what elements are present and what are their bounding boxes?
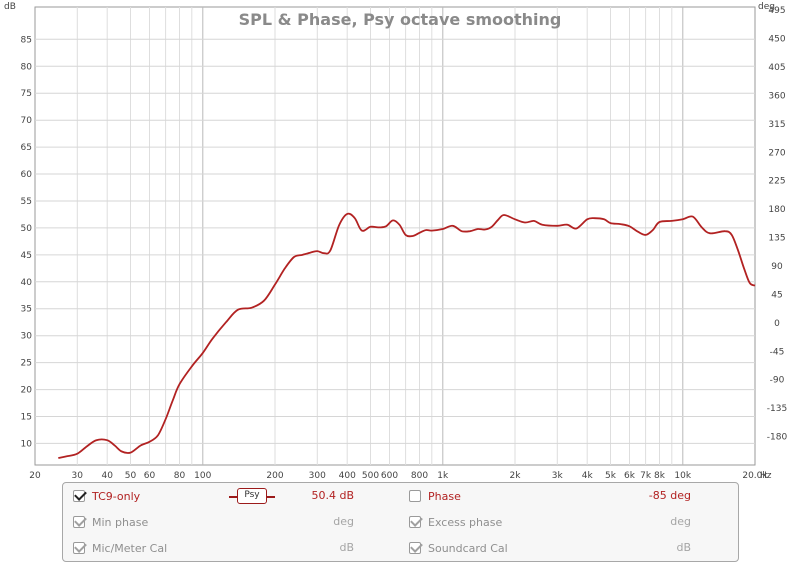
y-right-tick-label: -45 xyxy=(770,347,785,357)
legend-item-min-phase[interactable]: Min phase xyxy=(73,515,148,529)
badge-line-left xyxy=(229,496,237,498)
y-right-tick-label: 315 xyxy=(768,120,785,130)
y-left-tick-label: 85 xyxy=(21,35,32,45)
x-unit: Hz xyxy=(760,471,772,481)
legend-item-excess-phase[interactable]: Excess phase xyxy=(409,515,502,529)
smoothing-badge[interactable]: Psy xyxy=(237,488,267,504)
smoothing-badge-text: Psy xyxy=(244,490,260,500)
y-left-tick-label: 55 xyxy=(21,197,32,207)
y-left-tick-label: 40 xyxy=(21,278,33,288)
y-left-tick-label: 80 xyxy=(21,62,33,72)
y-left-tick-label: 10 xyxy=(21,439,33,449)
x-tick-label: 6k xyxy=(624,471,636,481)
y-left-tick-labels: 10 15 20 25 30 35 40 45 50 55 60 65 70 75 80 85 xyxy=(21,35,33,449)
soundcard-cal-label: Soundcard Cal xyxy=(428,541,508,555)
y-right-tick-label: 270 xyxy=(768,148,785,158)
x-tick-label: 7k xyxy=(640,471,652,481)
tc9-value: 50.4 dB xyxy=(311,489,354,502)
x-tick-label: 8k xyxy=(654,471,666,481)
legend-item-mic-cal[interactable]: Mic/Meter Cal xyxy=(73,541,167,555)
x-tick-label: 200 xyxy=(266,471,283,481)
x-tick-label: 2k xyxy=(510,471,522,481)
legend-item-tc9[interactable]: TC9-only xyxy=(73,489,140,503)
x-tick-label: 500 xyxy=(362,471,379,481)
excess-phase-label: Excess phase xyxy=(428,515,503,529)
y-left-tick-label: 75 xyxy=(21,89,32,99)
x-tick-label: 50 xyxy=(125,471,137,481)
tc9-checkbox[interactable] xyxy=(73,490,85,502)
y-left-tick-label: 30 xyxy=(21,332,33,342)
y-left-tick-label: 35 xyxy=(21,305,32,315)
y-right-tick-label: 495 xyxy=(768,6,785,16)
y-left-tick-label: 25 xyxy=(21,359,32,369)
y-right-tick-label: 405 xyxy=(768,63,785,73)
x-tick-label: 400 xyxy=(339,471,356,481)
x-tick-label: 40 xyxy=(102,471,114,481)
x-tick-label: 30 xyxy=(72,471,84,481)
x-tick-label: 600 xyxy=(381,471,398,481)
chart-title: SPL & Phase, Psy octave smoothing xyxy=(239,10,562,29)
legend-panel: TC9-only Psy 50.4 dB Min phase deg Mic/M… xyxy=(62,482,739,562)
y-left-tick-label: 15 xyxy=(21,413,32,423)
y-right-tick-label: 0 xyxy=(774,319,780,329)
excess-phase-checkbox[interactable] xyxy=(409,516,421,528)
x-tick-label: 300 xyxy=(309,471,326,481)
soundcard-cal-value: dB xyxy=(676,541,691,554)
min-phase-checkbox[interactable] xyxy=(73,516,85,528)
y-right-tick-label: 360 xyxy=(768,91,785,101)
min-phase-value: deg xyxy=(333,515,354,528)
excess-phase-value: deg xyxy=(670,515,691,528)
y-right-tick-labels: -180 -135 -90 -45 0 45 90 135 180 225 270 315 360 405… xyxy=(767,6,788,442)
phase-label: Phase xyxy=(428,489,461,503)
x-tick-label: 100 xyxy=(194,471,211,481)
y-left-unit: dB xyxy=(4,2,16,12)
x-tick-label: 10k xyxy=(674,471,691,481)
y-right-tick-label: 180 xyxy=(768,205,785,215)
x-tick-label: 5k xyxy=(605,471,617,481)
x-tick-label: 1k xyxy=(437,471,449,481)
spl-phase-chart: SPL & Phase, Psy octave smoothing dB deg… xyxy=(4,2,788,481)
tc9-label: TC9-only xyxy=(92,489,141,503)
mic-cal-value: dB xyxy=(339,541,354,554)
y-right-tick-label: 450 xyxy=(768,35,785,45)
x-tick-label: 20 xyxy=(29,471,41,481)
x-tick-label: 4k xyxy=(582,471,594,481)
series-line-tc9-only xyxy=(58,212,756,459)
y-right-tick-label: -180 xyxy=(767,433,788,443)
mic-cal-checkbox[interactable] xyxy=(73,542,85,554)
y-right-unit: deg xyxy=(758,2,775,12)
phase-checkbox[interactable] xyxy=(409,490,421,502)
phase-value: -85 deg xyxy=(648,489,691,502)
legend-item-soundcard-cal[interactable]: Soundcard Cal xyxy=(409,541,508,555)
y-right-tick-label: -135 xyxy=(767,404,787,414)
plot-background xyxy=(34,6,756,466)
y-right-tick-label: -90 xyxy=(770,376,785,386)
x-tick-labels: 20 30 40 50 60 80 100 200 300 400 500 600 800 1k 2k 3k 4… xyxy=(29,471,768,481)
soundcard-cal-checkbox[interactable] xyxy=(409,542,421,554)
y-left-tick-label: 65 xyxy=(21,143,32,153)
y-left-tick-label: 60 xyxy=(21,170,33,180)
y-left-tick-label: 20 xyxy=(21,386,33,396)
y-right-tick-label: 45 xyxy=(771,290,782,300)
legend-item-phase[interactable]: Phase xyxy=(409,489,461,503)
badge-line-right xyxy=(267,496,275,498)
x-tick-label: 60 xyxy=(144,471,156,481)
x-tick-label: 3k xyxy=(552,471,564,481)
x-tick-label: 20.0k xyxy=(742,471,768,481)
mic-cal-label: Mic/Meter Cal xyxy=(92,541,168,555)
x-tick-label: 800 xyxy=(411,471,428,481)
x-tick-label: 80 xyxy=(174,471,186,481)
y-right-tick-label: 90 xyxy=(771,262,783,272)
series-group xyxy=(58,212,756,459)
y-left-tick-label: 45 xyxy=(21,251,32,261)
grid-lines xyxy=(35,7,755,465)
min-phase-label: Min phase xyxy=(92,515,149,529)
y-right-tick-label: 225 xyxy=(768,177,785,187)
y-right-tick-label: 135 xyxy=(768,234,785,244)
y-left-tick-label: 50 xyxy=(21,224,33,234)
y-left-tick-label: 70 xyxy=(21,116,33,126)
